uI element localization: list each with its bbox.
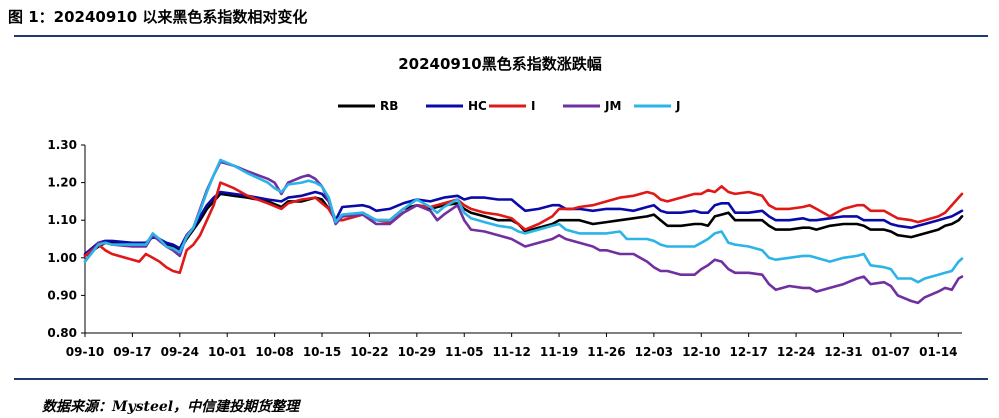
y-tick-label: 1.30 xyxy=(47,138,77,152)
x-tick-label: 09-10 xyxy=(66,345,104,359)
x-tick-label: 11-05 xyxy=(445,345,483,359)
y-tick-label: 1.10 xyxy=(47,213,77,227)
x-tick-label: 12-31 xyxy=(824,345,862,359)
x-tick-label: 09-17 xyxy=(113,345,151,359)
source-note: 数据来源：Mysteel，中信建投期货整理 xyxy=(42,399,300,415)
top-rule xyxy=(14,35,988,37)
figure-title: 图 1：20240910 以来黑色系指数相对变化 xyxy=(8,8,308,26)
x-tick-label: 11-19 xyxy=(540,345,578,359)
x-tick-label: 09-24 xyxy=(161,345,199,359)
series-line-i xyxy=(83,181,964,275)
legend-label-rb: RB xyxy=(380,99,398,113)
legend-label-hc: HC xyxy=(468,99,487,113)
x-tick-label: 01-07 xyxy=(872,345,910,359)
series-line-j xyxy=(83,158,964,284)
x-tick-label: 10-22 xyxy=(350,345,388,359)
y-tick-label: 0.80 xyxy=(47,326,77,340)
legend-label-i: I xyxy=(531,99,535,113)
x-tick-label: 12-24 xyxy=(777,345,815,359)
y-tick-label: 0.90 xyxy=(47,288,77,302)
x-tick-label: 10-15 xyxy=(303,345,341,359)
x-tick-label: 12-17 xyxy=(729,345,767,359)
x-tick-label: 10-08 xyxy=(255,345,293,359)
y-tick-label: 1.20 xyxy=(47,176,77,190)
x-tick-label: 12-10 xyxy=(682,345,720,359)
x-tick-label: 01-14 xyxy=(919,345,957,359)
y-tick-label: 1.00 xyxy=(47,251,77,265)
x-tick-label: 10-01 xyxy=(208,345,246,359)
bottom-rule xyxy=(14,378,988,380)
x-tick-label: 11-12 xyxy=(492,345,530,359)
legend-label-jm: JM xyxy=(604,99,621,113)
legend-label-j: J xyxy=(675,99,680,113)
series-line-rb xyxy=(83,192,964,258)
x-tick-label: 10-29 xyxy=(398,345,436,359)
legend: RB HC I JM J xyxy=(338,99,680,113)
chart-title: 20240910黑色系指数涨跌幅 xyxy=(398,55,602,73)
x-tick-label: 12-03 xyxy=(635,345,673,359)
series-lines xyxy=(83,158,964,305)
x-tick-label: 11-26 xyxy=(587,345,625,359)
series-line-hc xyxy=(83,190,964,256)
axes: 0.80 0.90 1.00 1.10 1.20 1.30 09-10 09-17 09-24 1… xyxy=(47,138,962,359)
